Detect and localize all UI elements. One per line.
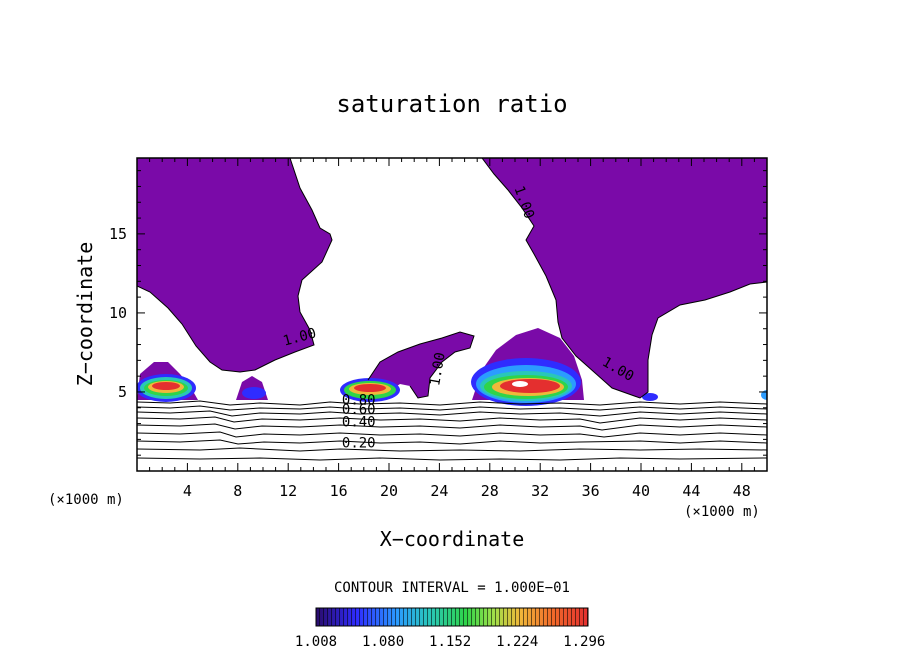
colorbar-tick-label: 1.224 — [496, 634, 538, 650]
contour-label: 0.80 — [342, 393, 376, 409]
core-edge-right — [761, 390, 767, 400]
contour-label: 0.20 — [342, 435, 376, 451]
x-tick-label: 48 — [733, 482, 751, 500]
core-small — [242, 387, 266, 399]
contour-1-00 — [137, 158, 767, 399]
y-axis-label: Z−coordinate — [73, 242, 97, 387]
x-tick-label: 8 — [233, 482, 242, 500]
x-tick-label: 40 — [632, 482, 650, 500]
x-tick-label: 12 — [279, 482, 297, 500]
plot-area — [137, 158, 767, 471]
x-tick-label: 4 — [183, 482, 192, 500]
saturated-region-upper-left — [137, 158, 332, 372]
y-tick-label: 5 — [118, 383, 127, 401]
x-tick-label: 20 — [380, 482, 398, 500]
contour-interval: CONTOUR INTERVAL = 1.000E−01 — [334, 580, 570, 596]
x-tick-label: 36 — [582, 482, 600, 500]
colorbar-tick-label: 1.152 — [429, 634, 471, 650]
saturated-region-upper-right — [482, 158, 767, 398]
core-mid-left — [340, 378, 400, 402]
contour-lines-lower — [137, 400, 767, 461]
x-unit-right: (×1000 m) — [684, 504, 760, 520]
chart-title: saturation ratio — [336, 90, 567, 118]
x-tick-label: 44 — [682, 482, 700, 500]
core-main — [471, 358, 581, 406]
contour-label: 0.60 — [342, 402, 376, 418]
core-left — [137, 374, 196, 402]
saturated-region-middle — [368, 332, 474, 398]
x-tick-label: 16 — [330, 482, 348, 500]
core-right-small — [642, 393, 658, 401]
colorbar: 1.008 1.080 1.152 1.224 1.296 — [295, 607, 605, 650]
colorbar-tick-label: 1.080 — [362, 634, 404, 650]
contour-label: 0.40 — [342, 415, 376, 431]
colorbar-tick-label: 1.296 — [563, 634, 605, 650]
x-tick-label: 32 — [531, 482, 549, 500]
x-tick-label: 28 — [481, 482, 499, 500]
x-axis-label: X−coordinate — [380, 527, 525, 551]
colorbar-tick-label: 1.008 — [295, 634, 337, 650]
x-tick-label: 24 — [430, 482, 448, 500]
contour-label: 1.00 — [427, 351, 449, 387]
y-tick-label: 15 — [109, 225, 127, 243]
y-tick-label: 10 — [109, 304, 127, 322]
x-unit-left: (×1000 m) — [48, 492, 124, 508]
